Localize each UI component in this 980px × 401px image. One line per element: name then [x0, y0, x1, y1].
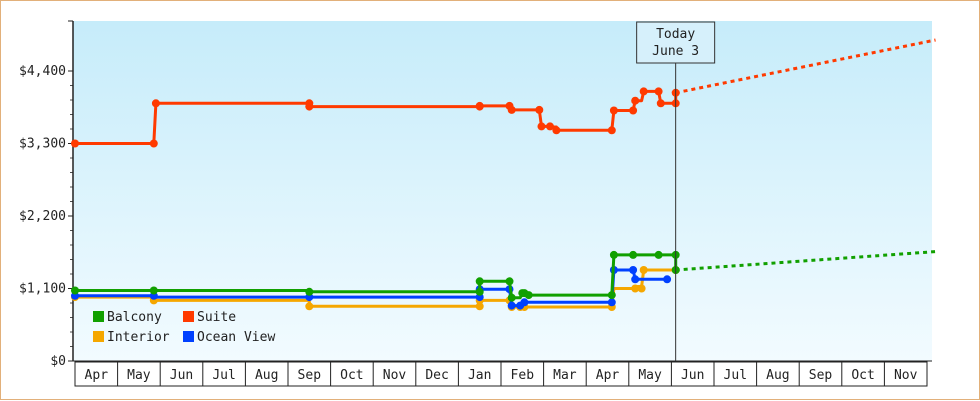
y-tick-label: $0: [50, 354, 66, 369]
data-point-suite: [629, 106, 638, 115]
data-point-balcony: [475, 277, 484, 286]
legend-label-suite: Suite: [197, 310, 236, 325]
today-label: Today: [656, 27, 695, 42]
y-tick-label: $1,100: [19, 282, 66, 297]
data-point-ocean-view: [607, 298, 616, 307]
data-point-suite: [552, 126, 561, 135]
y-tick-label: $2,200: [19, 209, 66, 224]
data-point-suite: [475, 101, 484, 110]
data-point-suite: [639, 87, 648, 96]
data-point-interior: [631, 284, 640, 293]
x-tick-label: Jul: [212, 368, 235, 383]
today-callout: [636, 21, 716, 64]
y-tick-label: $4,400: [19, 64, 66, 79]
x-tick-label: Nov: [894, 368, 918, 383]
data-point-suite: [149, 139, 158, 148]
x-tick-label: Aug: [255, 368, 278, 383]
x-tick-label: Oct: [851, 368, 874, 383]
data-point-suite: [71, 139, 79, 148]
x-tick-label: Dec: [425, 368, 448, 383]
data-point-balcony: [507, 293, 516, 302]
x-tick-label: May: [127, 368, 151, 383]
data-point-interior: [639, 266, 648, 274]
legend-label-balcony: Balcony: [107, 310, 162, 325]
data-point-ocean-view: [629, 266, 638, 274]
y-tick-label: $3,300: [19, 137, 66, 152]
data-point-suite: [537, 122, 546, 131]
data-point-suite: [546, 122, 554, 131]
data-point-interior: [475, 302, 484, 311]
legend: Balcony Suite Interior Ocean View: [93, 310, 275, 345]
today-date: June 3: [652, 44, 699, 59]
plot-area: [73, 21, 932, 361]
data-point-suite: [305, 102, 314, 111]
data-point-interior: [305, 302, 314, 311]
data-point-suite: [609, 106, 618, 115]
x-tick-label: Feb: [511, 368, 535, 383]
data-point-ocean-view: [520, 298, 529, 307]
series-line-balcony: [75, 253, 678, 300]
x-tick-label: May: [638, 368, 662, 383]
x-tick-label: Apr: [596, 368, 620, 383]
data-point-suite: [654, 87, 663, 96]
data-point-suite: [656, 99, 665, 108]
x-axis: Apr May Jun Jul Aug Sep Oct Nov Dec Jan Feb Mar Apr M…: [74, 361, 928, 387]
data-point-suite: [535, 105, 544, 114]
legend-swatch-ocean-view: [183, 331, 194, 342]
legend-label-interior: Interior: [107, 330, 170, 345]
x-tick-label: Sep: [298, 368, 322, 383]
today-marker: Today June 3: [636, 21, 716, 361]
x-tick-label: Oct: [340, 368, 363, 383]
x-tick-label: Jun: [170, 368, 193, 383]
projection-line-balcony: [675, 250, 936, 272]
data-point-suite: [631, 96, 640, 105]
data-point-balcony: [71, 286, 79, 295]
data-point-suite: [607, 126, 616, 135]
y-axis: $0 $1,100 $2,200 $3,300 $4,400: [19, 20, 932, 369]
data-point-suite: [151, 99, 160, 108]
x-tick-label: Apr: [85, 368, 109, 383]
data-point-balcony: [607, 291, 616, 300]
data-point-balcony: [609, 250, 618, 259]
data-point-interior: [637, 284, 646, 293]
x-tick-label: Jul: [724, 368, 747, 383]
data-point-balcony: [505, 277, 514, 286]
legend-swatch-balcony: [93, 311, 104, 322]
data-point-balcony: [305, 287, 314, 296]
x-tick-label: Jan: [468, 368, 491, 383]
x-tick-label: Sep: [809, 368, 833, 383]
series-suite: [71, 38, 936, 148]
legend-label-ocean-view: Ocean View: [197, 330, 275, 345]
data-point-ocean-view: [663, 275, 672, 284]
data-point-balcony: [524, 291, 533, 300]
legend-swatch-interior: [93, 331, 104, 342]
x-tick-label: Aug: [766, 368, 789, 383]
x-tick-label: Mar: [553, 368, 577, 383]
data-point-balcony: [149, 286, 158, 295]
data-point-suite: [507, 105, 516, 114]
data-point-ocean-view: [507, 301, 516, 310]
x-tick-label: Nov: [383, 368, 407, 383]
data-point-ocean-view: [631, 275, 640, 284]
legend-swatch-suite: [183, 311, 194, 322]
data-point-balcony: [475, 287, 484, 296]
data-point-balcony: [629, 250, 638, 259]
x-tick-label: Jun: [681, 368, 704, 383]
data-point-balcony: [654, 250, 663, 259]
